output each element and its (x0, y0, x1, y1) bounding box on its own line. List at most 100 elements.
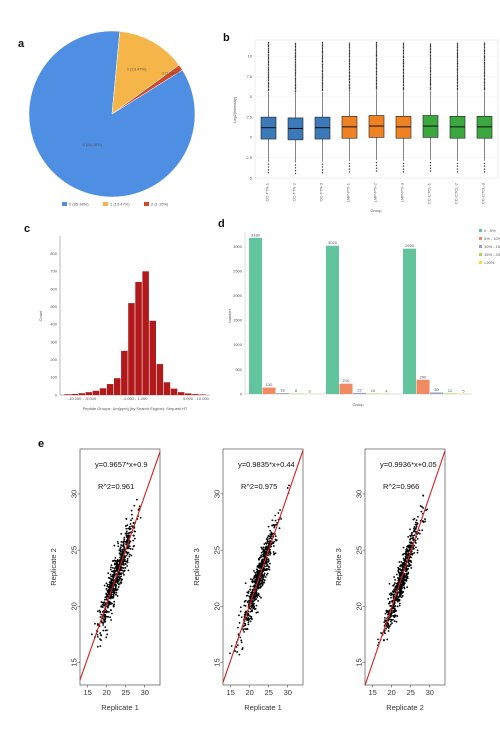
scatter-point-0-625 (124, 556, 126, 559)
hist-ytick-3: 300 (50, 339, 57, 344)
d-legend-swatch-3 (479, 253, 482, 256)
scatter-point-1-387 (247, 590, 250, 593)
scatter-xtick-0-0: 15 (83, 688, 91, 697)
scatter-ytick-2-1: 20 (355, 602, 364, 610)
box-outlier-5-u1 (402, 87, 405, 90)
scatter-point-0-525 (113, 600, 116, 603)
scatter-point-2-361 (383, 638, 385, 641)
scatter-point-1-619 (268, 568, 271, 571)
box-outlier-4-u20 (375, 59, 378, 61)
box-outlier-2-u0 (321, 89, 324, 92)
pie-slice-1 (111, 31, 180, 115)
box-outlier-3-u6 (348, 80, 351, 82)
box-outlier-5-u18 (402, 62, 405, 65)
scatter-point-2-116 (417, 515, 419, 518)
scatter-point-2-516 (396, 596, 399, 598)
scatter-point-1-605 (253, 595, 256, 597)
box-outlier-7-u29 (456, 46, 459, 49)
d-bar-1-2 (353, 392, 366, 394)
box-outlier-0-u26 (267, 51, 270, 54)
box-outlier-0-u33 (267, 41, 270, 44)
box-xlabel: Group (370, 208, 382, 213)
scatter-point-1-347 (263, 579, 266, 582)
box-outlier-4-l3 (375, 170, 378, 172)
box-outlier-3-u9 (348, 75, 351, 78)
scatter-point-0-620 (119, 581, 122, 584)
scatter-point-0-325 (110, 593, 113, 596)
box-outlier-0-u19 (267, 62, 270, 64)
box-outlier-2-u21 (321, 59, 324, 61)
scatter-point-2-569 (410, 541, 413, 544)
d-bar-label-2-1: 290 (420, 374, 427, 379)
scatter-point-2-364 (422, 507, 425, 509)
scatter-point-0-300 (127, 551, 130, 554)
d-ytick-5: 2500 (233, 269, 243, 274)
box-outlier-4-u29 (375, 45, 378, 48)
box-outlier-6-u9 (429, 75, 432, 77)
scatter-point-0-583 (122, 545, 125, 548)
scatter-point-1-627 (257, 571, 260, 574)
box-outlier-6-u3 (429, 83, 432, 86)
d-bar-label-1-4: 4 (385, 388, 388, 393)
box-outlier-0-u20 (267, 61, 270, 63)
scatter-xtick-2-1: 20 (387, 688, 395, 697)
box-outlier-7-u0 (456, 89, 459, 91)
scatter-point-1-592 (263, 554, 266, 557)
box-outlier-5-u29 (402, 46, 405, 49)
scatter-point-2-427 (397, 570, 400, 573)
box-outlier-0-u28 (267, 49, 270, 51)
scatter-point-2-391 (406, 545, 409, 548)
scatter-point-2-395 (408, 549, 411, 552)
box-outlier-1-u33 (294, 42, 297, 45)
scatter-point-0-340 (110, 619, 112, 621)
box-outlier-6-u24 (429, 53, 432, 55)
box-xtick-8: CC-CTCL-3 (481, 182, 486, 204)
scatter-point-0-197 (120, 579, 123, 582)
d-bar-label-1-3: 10 (371, 388, 376, 393)
scatter-point-1-126 (251, 602, 254, 605)
scatter-point-1-621 (256, 574, 259, 577)
scatter-point-0-125 (111, 602, 114, 605)
scatter-point-0-530 (125, 532, 128, 535)
hist-bar-14 (163, 382, 171, 395)
scatter-point-2-648 (406, 556, 409, 558)
scatter-point-0-575 (113, 570, 116, 572)
box-outlier-5-u26 (402, 51, 405, 53)
box-ytick-0: -5 (248, 175, 252, 180)
scatter-point-2-350 (396, 577, 399, 579)
box-outlier-8-u21 (483, 58, 486, 60)
box-outlier-8-u28 (483, 48, 486, 50)
box-outlier-0-u32 (267, 43, 270, 45)
scatter-point-1-439 (264, 546, 267, 549)
box-outlier-0-l0 (267, 163, 270, 165)
scatter-point-2-583 (412, 536, 414, 539)
box-outlier-8-u32 (483, 42, 486, 44)
box-outlier-0-u6 (267, 81, 270, 83)
scatter-point-1-98 (252, 577, 255, 580)
scatter-point-0-357 (109, 568, 112, 571)
box-outlier-0-u9 (267, 76, 270, 79)
box-outlier-6-l1 (429, 164, 432, 167)
d-legend-swatch-4 (479, 261, 482, 264)
box-outlier-1-u16 (294, 67, 297, 69)
scatter-point-1-367 (242, 628, 244, 630)
box-outlier-5-u17 (402, 64, 405, 66)
box-outlier-7-u19 (456, 61, 459, 63)
box-outlier-8-u6 (483, 80, 486, 82)
scatter-point-2-300 (388, 616, 391, 619)
scatter-point-2-262 (422, 494, 425, 497)
scatter-point-0-467 (114, 584, 117, 587)
scatter-point-0-604 (115, 567, 118, 570)
scatter-point-2-529 (405, 554, 408, 557)
scatter-point-0-630 (133, 537, 136, 540)
box-outlier-8-l3 (483, 171, 486, 173)
box-outlier-3-u22 (348, 57, 351, 59)
scatter-point-1-95 (238, 622, 241, 624)
scatter-point-0-528 (120, 572, 123, 575)
scatter-point-0-506 (124, 525, 127, 527)
scatter-point-0-302 (124, 563, 127, 566)
scatter-point-0-638 (110, 579, 113, 582)
scatter-point-1-529 (236, 644, 239, 647)
scatter-point-1-260 (272, 551, 275, 553)
box-outlier-5-u7 (402, 79, 405, 81)
